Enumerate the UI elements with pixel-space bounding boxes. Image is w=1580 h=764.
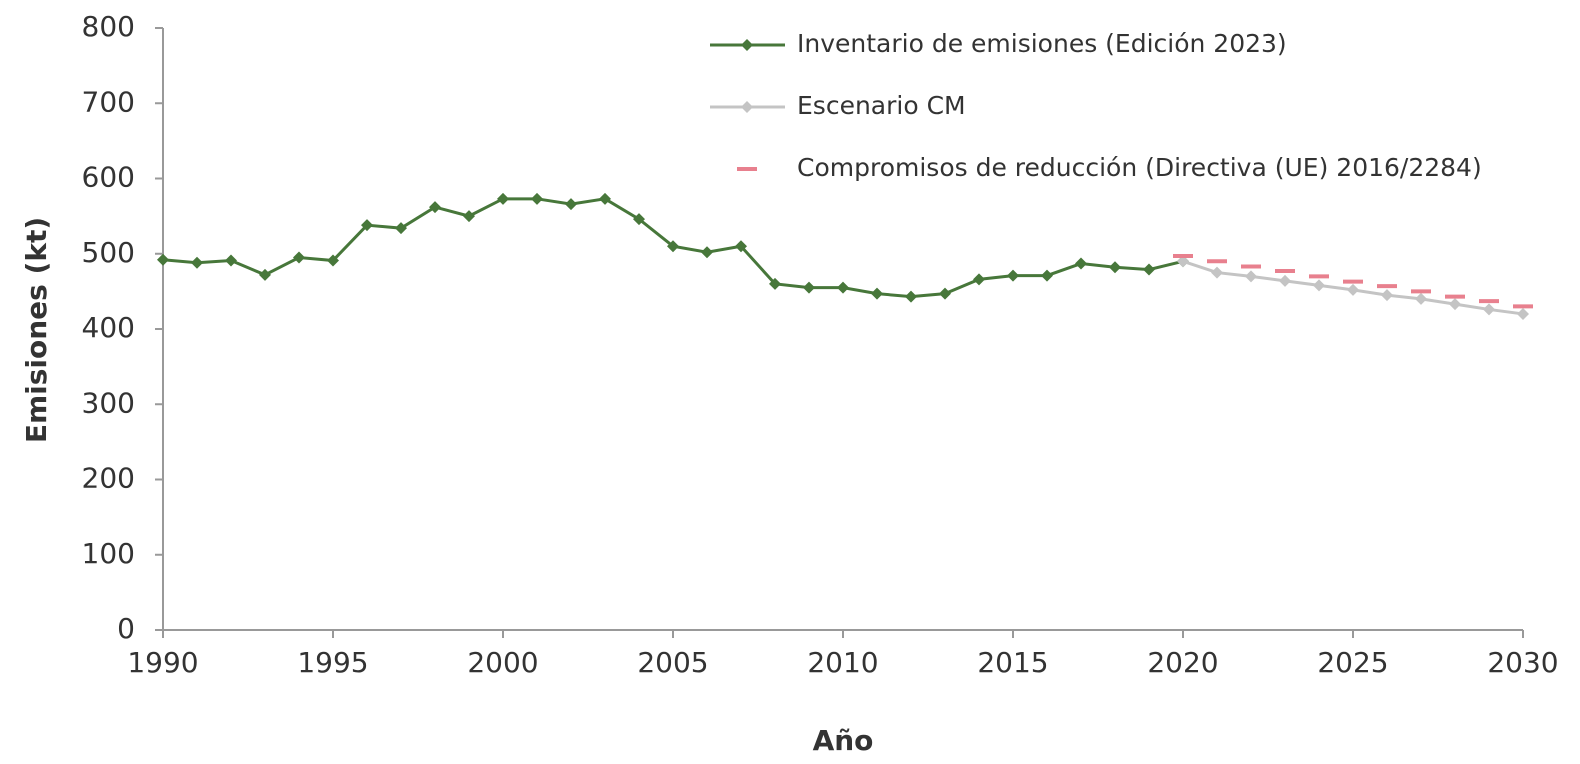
x-axis-label: Año [813, 724, 874, 757]
data-point [565, 198, 577, 211]
data-point [1041, 269, 1053, 282]
data-point [1449, 298, 1461, 311]
data-point [837, 281, 849, 294]
x-tick-label: 1995 [297, 646, 368, 679]
x-tick-label: 2030 [1487, 646, 1558, 679]
y-tick-label: 0 [117, 612, 135, 645]
data-point [1517, 307, 1529, 320]
y-tick-label: 100 [82, 537, 135, 570]
data-point [395, 222, 407, 235]
legend-label: Inventario de emisiones (Edición 2023) [797, 29, 1287, 58]
y-tick-label: 500 [82, 236, 135, 269]
legend-label: Escenario CM [797, 91, 966, 120]
y-tick-label: 200 [82, 462, 135, 495]
data-point [667, 240, 679, 253]
y-tick-label: 300 [82, 386, 135, 419]
data-point [225, 254, 237, 267]
data-point [871, 287, 883, 300]
y-tick-label: 700 [82, 85, 135, 118]
x-tick-label: 2015 [977, 646, 1048, 679]
data-point [463, 210, 475, 223]
data-point [1143, 263, 1155, 276]
y-axis-label: Emisiones (kt) [20, 217, 53, 443]
data-point [259, 268, 271, 281]
data-point [361, 219, 373, 232]
data-point [497, 192, 509, 205]
y-tick-label: 600 [82, 161, 135, 194]
y-tick-label: 800 [82, 10, 135, 43]
data-point [327, 254, 339, 267]
legend-marker [741, 101, 753, 113]
data-point [633, 213, 645, 226]
data-point [1347, 283, 1359, 296]
data-point [1075, 257, 1087, 270]
x-tick-label: 2000 [467, 646, 538, 679]
data-point [1109, 261, 1121, 274]
x-tick-label: 2010 [807, 646, 878, 679]
data-point [701, 246, 713, 259]
data-point [1483, 303, 1495, 316]
x-tick-label: 1990 [127, 646, 198, 679]
data-point [769, 277, 781, 290]
legend-marker [741, 39, 753, 51]
data-point [1415, 292, 1427, 305]
data-point [293, 251, 305, 264]
data-point [803, 281, 815, 294]
data-point [973, 273, 985, 286]
data-point [1381, 289, 1393, 302]
data-point [1177, 255, 1189, 268]
data-point [531, 192, 543, 205]
data-point [1007, 269, 1019, 282]
data-point [599, 192, 611, 205]
data-point [1245, 270, 1257, 283]
data-point [429, 201, 441, 214]
data-point [905, 290, 917, 303]
data-point [1313, 279, 1325, 292]
x-tick-label: 2020 [1147, 646, 1218, 679]
data-point [191, 256, 203, 269]
legend-label: Compromisos de reducción (Directiva (UE)… [797, 153, 1482, 182]
data-point [735, 240, 747, 253]
x-tick-label: 2025 [1317, 646, 1388, 679]
x-tick-label: 2005 [637, 646, 708, 679]
data-point [939, 287, 951, 300]
data-point [1279, 274, 1291, 287]
data-point [1211, 266, 1223, 279]
y-tick-label: 400 [82, 311, 135, 344]
data-point [157, 253, 169, 266]
